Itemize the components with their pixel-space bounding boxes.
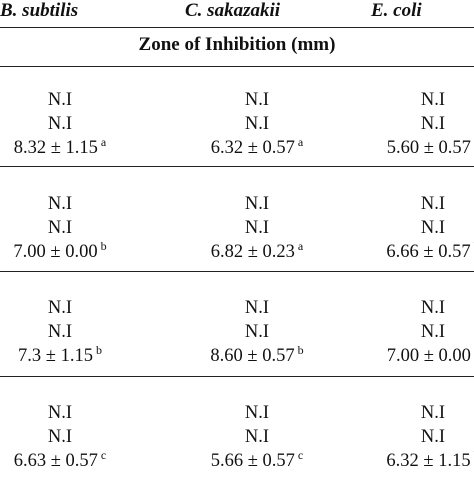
cell-value: 5.60 ± 0.57: [387, 138, 471, 158]
table-cell: N.I: [177, 216, 337, 241]
table-row: 7.3 ± 1.15b 8.60 ± 0.57b 7.00 ± 0.00c: [0, 344, 474, 369]
significance-letter: b: [96, 343, 102, 357]
significance-letter: b: [101, 239, 107, 253]
table-cell: 7.00 ± 0.00c: [353, 344, 474, 369]
cell-value: 6.32 ± 1.15: [386, 451, 470, 471]
table-cell: N.I: [0, 192, 140, 217]
table-cell: N.I: [0, 425, 140, 450]
table-cell: N.I: [177, 320, 337, 345]
cell-value: 6.82 ± 0.23: [211, 242, 295, 262]
table-cell: N.I: [353, 192, 474, 217]
table-row: N.I N.I N.I: [0, 425, 474, 450]
significance-letter: c: [298, 448, 303, 462]
subheader-divider: [0, 66, 474, 67]
cell-value: 7.3 ± 1.15: [18, 346, 93, 366]
table-cell: 7.00 ± 0.00 b: [0, 240, 140, 265]
significance-letter: a: [298, 135, 303, 149]
significance-letter: a: [101, 135, 106, 149]
cell-value: 6.66 ± 0.57: [386, 242, 470, 262]
table-row: 6.63 ± 0.57c 5.66 ± 0.57c 6.32 ± 1.15b: [0, 449, 474, 474]
column-header-c-sakazakii: C. sakazakii: [185, 0, 280, 22]
table-cell: N.I: [353, 112, 474, 137]
group-divider: [0, 376, 474, 377]
table-group-2: N.I N.I N.I N.I N.I N.I 7.00 ± 0.00 b 6.8…: [0, 192, 474, 268]
table-cell: N.I: [177, 112, 337, 137]
table-cell: N.I: [0, 88, 140, 113]
cell-value: 7.00 ± 0.00: [387, 346, 471, 366]
cell-value: 6.63 ± 0.57: [14, 451, 98, 471]
table-cell: 8.60 ± 0.57 b: [177, 344, 337, 369]
column-header-b-subtilis: B. subtilis: [0, 0, 78, 22]
cell-value: 8.60 ± 0.57: [210, 346, 294, 366]
table-cell: N.I: [177, 401, 337, 426]
table-cell: 6.66 ± 0.57b: [353, 240, 474, 265]
cell-value: 5.66 ± 0.57: [211, 451, 295, 471]
cell-value: 6.32 ± 0.57: [211, 138, 295, 158]
table-cell: 5.60 ± 0.57a: [353, 136, 474, 161]
cell-value: 7.00 ± 0.00: [13, 242, 97, 262]
table-cell: N.I: [353, 425, 474, 450]
table-row: N.I N.I N.I: [0, 401, 474, 426]
header-divider: [0, 27, 474, 28]
table-row: 8.32 ± 1.15a 6.32 ± 0.57a 5.60 ± 0.57a: [0, 136, 474, 161]
cell-value: 8.32 ± 1.15: [14, 138, 98, 158]
table-cell: N.I: [177, 425, 337, 450]
table-row: N.I N.I N.I: [0, 112, 474, 137]
group-divider: [0, 166, 474, 167]
significance-letter: b: [298, 343, 304, 357]
table-row: N.I N.I N.I: [0, 192, 474, 217]
table-cell: N.I: [177, 88, 337, 113]
table-cell: N.I: [0, 216, 140, 241]
table-row: N.I N.I N.I: [0, 88, 474, 113]
table-cell: 6.32 ± 1.15b: [353, 449, 474, 474]
table-row: N.I N.I N.I: [0, 320, 474, 345]
table-row: N.I N.I N.I: [0, 296, 474, 321]
significance-letter: a: [298, 239, 303, 253]
table-cell: N.I: [353, 320, 474, 345]
table-cell: N.I: [0, 112, 140, 137]
table-cell: N.I: [0, 320, 140, 345]
table-cell: N.I: [0, 401, 140, 426]
table-cell: N.I: [353, 401, 474, 426]
table-cell: N.I: [177, 192, 337, 217]
table-cell: N.I: [353, 296, 474, 321]
table-row: 7.00 ± 0.00 b 6.82 ± 0.23a 6.66 ± 0.57b: [0, 240, 474, 265]
zone-of-inhibition-header: Zone of Inhibition (mm): [0, 34, 474, 56]
table-cell: N.I: [177, 296, 337, 321]
group-divider: [0, 271, 474, 272]
table-cell: N.I: [353, 216, 474, 241]
table-row: N.I N.I N.I: [0, 216, 474, 241]
table-cell: N.I: [0, 296, 140, 321]
column-header-e-coli: E. coli: [371, 0, 422, 22]
table-cell: N.I: [353, 88, 474, 113]
significance-letter: c: [101, 448, 106, 462]
